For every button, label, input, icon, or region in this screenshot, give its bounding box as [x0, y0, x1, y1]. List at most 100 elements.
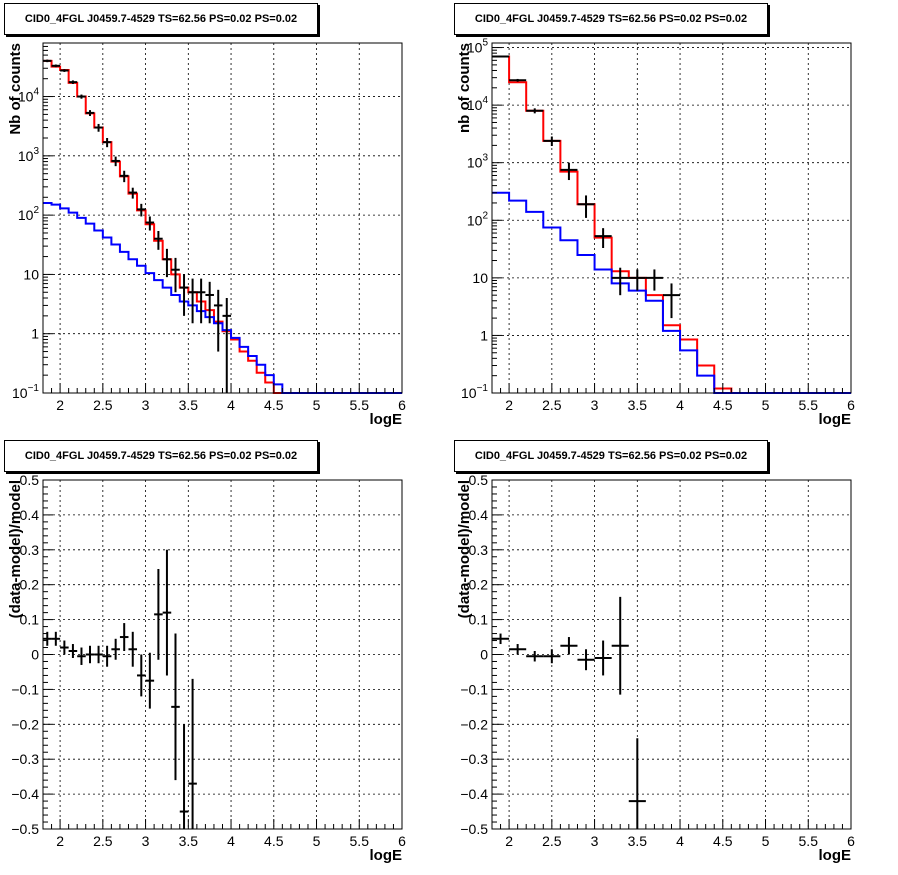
- y-tick-label: 102: [18, 205, 40, 223]
- y-tick-label: −0.3: [460, 751, 488, 767]
- y-tick-label: 0.5: [469, 472, 489, 488]
- data-point: [68, 80, 78, 84]
- data-point: [171, 633, 180, 781]
- x-axis-title: logE: [819, 847, 852, 864]
- x-tick-label: 5.5: [799, 397, 819, 413]
- y-tick-label: −0.1: [11, 681, 39, 697]
- data-point: [171, 257, 180, 293]
- y-tick-label: 0.1: [469, 612, 489, 628]
- x-tick-label: 3.5: [628, 833, 648, 849]
- panel-title-bottom-left: CID0_4FGL J0459.7-4529 TS=62.56 PS=0.02 …: [4, 440, 318, 472]
- data-point: [594, 640, 612, 676]
- data-point: [154, 568, 163, 660]
- y-tick-label: 0: [480, 647, 488, 663]
- data-point: [188, 278, 197, 324]
- y-tick-label: 0.4: [469, 507, 489, 523]
- data-point: [594, 228, 612, 249]
- data-point: [543, 136, 561, 147]
- data-point: [492, 633, 510, 645]
- x-tick-label: 4.5: [264, 833, 284, 849]
- y-tick-label: −0.4: [460, 786, 488, 802]
- data-point: [577, 195, 595, 218]
- y-tick-label: 103: [18, 146, 40, 164]
- tick-marks: [491, 479, 852, 830]
- x-tick-label: 6: [398, 833, 406, 849]
- data-point: [162, 248, 172, 278]
- data-point: [526, 108, 544, 114]
- data-point: [94, 123, 103, 132]
- data-point: [60, 69, 69, 72]
- chart-panel-1: 2 2.5 3 3.5 4 4.5 5 5.5 610−1110102103104105logE…: [456, 38, 855, 428]
- histogram-series-0: [492, 55, 851, 394]
- x-tick-label: 3.5: [179, 397, 199, 413]
- y-tick-label: 0.5: [20, 472, 40, 488]
- x-tick-label: 4.5: [264, 397, 284, 413]
- y-tick-label: 1: [480, 327, 488, 343]
- y-tick-label: 103: [467, 153, 489, 171]
- grid-lines: [492, 480, 851, 829]
- y-tick-label: −0.1: [460, 681, 488, 697]
- panel-title-top-left: CID0_4FGL J0459.7-4529 TS=62.56 PS=0.02 …: [4, 3, 318, 35]
- y-tick-label: 0.1: [20, 612, 40, 628]
- y-tick-label: 0.2: [20, 577, 40, 593]
- x-tick-label: 4.5: [713, 833, 733, 849]
- x-tick-label: 5.5: [799, 833, 819, 849]
- y-tick-label: −0.4: [11, 786, 39, 802]
- data-point: [51, 64, 61, 68]
- data-point: [119, 170, 129, 183]
- grid-lines: [43, 43, 402, 393]
- data-point: [145, 216, 155, 231]
- data-point: [77, 94, 86, 99]
- data-point: [94, 645, 103, 664]
- x-tick-label: 3: [591, 397, 599, 413]
- x-axis-title: logE: [819, 411, 852, 428]
- x-tick-label: 2: [56, 397, 64, 413]
- x-tick-label: 4: [676, 833, 684, 849]
- data-point: [85, 110, 95, 116]
- data-point: [196, 278, 206, 324]
- data-point: [128, 631, 138, 667]
- y-axis-title: nb of counts: [456, 43, 473, 133]
- histogram-series-1: [43, 202, 402, 394]
- x-tick-label: 4: [227, 397, 235, 413]
- chart-panel-3: 2 2.5 3 3.5 4 4.5 5 5.5 6 −0.5 −0.4 −0.3 −0.2 −0.1 0 0.…: [456, 472, 855, 864]
- x-tick-label: 6: [398, 397, 406, 413]
- y-tick-label: 10−1: [12, 383, 39, 401]
- data-point: [102, 645, 112, 667]
- data-points: [43, 59, 232, 393]
- x-tick-label: 3.5: [628, 397, 648, 413]
- grid-lines: [43, 480, 402, 829]
- data-point: [222, 298, 232, 393]
- y-tick-label: −0.5: [460, 821, 488, 837]
- data-point: [162, 549, 172, 676]
- data-point: [119, 623, 129, 652]
- data-point: [85, 645, 95, 664]
- x-tick-label: 2.5: [93, 833, 113, 849]
- x-tick-label: 5: [313, 397, 321, 413]
- x-tick-label: 5: [313, 833, 321, 849]
- data-point: [137, 654, 146, 697]
- histogram-series-0: [43, 59, 402, 394]
- tick-marks: [491, 47, 852, 394]
- y-tick-label: 102: [467, 210, 489, 228]
- x-tick-label: 2: [56, 833, 64, 849]
- x-tick-label: 3: [142, 397, 150, 413]
- data-point: [51, 631, 61, 646]
- data-point: [560, 637, 578, 655]
- data-point: [68, 644, 78, 658]
- x-tick-label: 6: [847, 397, 855, 413]
- data-point: [628, 269, 646, 291]
- data-point: [154, 230, 163, 250]
- data-point: [111, 638, 120, 660]
- tick-marks: [42, 42, 403, 394]
- data-point: [662, 283, 681, 319]
- y-axis-title: (data-model)/model: [456, 480, 473, 618]
- y-tick-label: 0.3: [469, 542, 489, 558]
- x-tick-label: 5.5: [350, 833, 370, 849]
- x-tick-label: 5: [762, 397, 770, 413]
- y-tick-label: 0.3: [20, 542, 40, 558]
- x-tick-label: 4: [676, 397, 684, 413]
- plot-frame: [42, 42, 403, 394]
- x-axis-title: logE: [370, 847, 403, 864]
- x-tick-label: 2.5: [542, 397, 562, 413]
